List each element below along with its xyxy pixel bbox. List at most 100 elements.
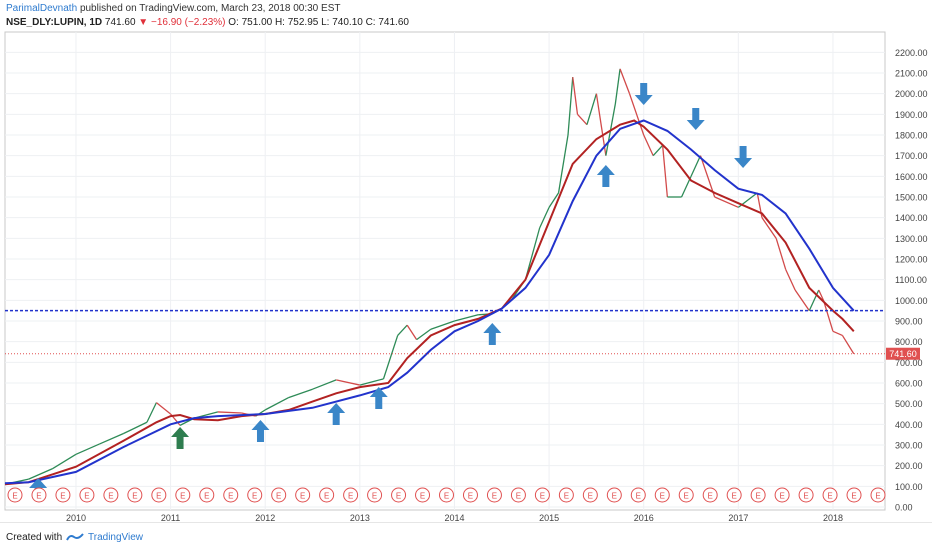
earnings-marker[interactable]: E bbox=[439, 487, 454, 503]
tradingview-link[interactable]: TradingView bbox=[88, 532, 144, 543]
price-segment bbox=[652, 144, 664, 157]
earnings-marker[interactable]: E bbox=[367, 487, 383, 503]
earnings-marker[interactable]: E bbox=[462, 487, 478, 503]
earnings-marker[interactable]: E bbox=[55, 487, 71, 503]
earnings-marker[interactable]: E bbox=[702, 487, 718, 503]
y-tick-label: 1100.00 bbox=[895, 275, 927, 285]
blue-down-arrow-icon bbox=[686, 108, 705, 130]
price-segment bbox=[155, 402, 171, 415]
y-tick-label: 400.00 bbox=[895, 420, 923, 430]
earnings-circle bbox=[798, 487, 814, 503]
earnings-marker[interactable]: E bbox=[750, 487, 766, 503]
price-segment bbox=[557, 134, 569, 193]
earnings-circle bbox=[486, 487, 502, 503]
price-segment bbox=[539, 207, 550, 229]
price-segment bbox=[690, 155, 702, 177]
earnings-marker[interactable]: E bbox=[558, 487, 574, 503]
earnings-circle bbox=[319, 487, 335, 503]
price-segment bbox=[586, 93, 598, 125]
price-segment bbox=[336, 379, 360, 386]
earnings-marker[interactable]: E bbox=[223, 487, 239, 503]
price-segment bbox=[714, 196, 739, 208]
earnings-marker[interactable]: E bbox=[127, 487, 143, 503]
earnings-marker[interactable]: E bbox=[606, 487, 622, 503]
earnings-marker[interactable]: E bbox=[870, 487, 886, 503]
earnings-marker[interactable]: E bbox=[31, 487, 47, 503]
earnings-label: E bbox=[636, 492, 641, 501]
earnings-marker[interactable]: E bbox=[678, 487, 694, 503]
blue-up-arrow-icon bbox=[596, 165, 615, 187]
earnings-marker[interactable]: E bbox=[79, 487, 95, 503]
earnings-circle bbox=[103, 487, 119, 503]
price-segment bbox=[841, 335, 855, 355]
earnings-marker[interactable]: E bbox=[486, 487, 502, 503]
price-series bbox=[4, 68, 855, 485]
x-tick-label: 2016 bbox=[634, 513, 654, 522]
earnings-marker[interactable]: E bbox=[103, 487, 119, 503]
earnings-marker[interactable]: E bbox=[774, 487, 790, 503]
earnings-marker[interactable]: E bbox=[199, 487, 215, 503]
price-segment bbox=[572, 77, 579, 115]
earnings-marker[interactable]: E bbox=[582, 487, 598, 503]
price-segment bbox=[548, 192, 560, 208]
price-segment bbox=[661, 145, 669, 198]
earnings-marker[interactable]: E bbox=[7, 487, 23, 503]
earnings-circle bbox=[726, 487, 742, 503]
earnings-label: E bbox=[180, 492, 185, 501]
earnings-marker[interactable]: E bbox=[271, 487, 287, 503]
earnings-marker[interactable]: E bbox=[510, 487, 526, 503]
ma-fast-line bbox=[4, 119, 855, 486]
price-chart[interactable]: 2200.00 2100.00 2000.00 1900.00 1800.00 1700.… bbox=[0, 0, 932, 522]
earnings-marker[interactable]: E bbox=[630, 487, 646, 503]
earnings-marker[interactable]: E bbox=[319, 487, 335, 503]
earnings-marker[interactable]: E bbox=[822, 487, 838, 503]
created-with-text: Created with bbox=[6, 532, 63, 543]
earnings-marker[interactable]: E bbox=[798, 487, 814, 503]
earnings-circle bbox=[630, 487, 646, 503]
earnings-marker[interactable]: E bbox=[654, 487, 670, 503]
green-up-arrow-icon bbox=[171, 427, 190, 449]
blue-up-arrow-icon bbox=[483, 323, 502, 345]
price-segment bbox=[146, 402, 157, 423]
y-axis: 2200.00 2100.00 2000.00 1900.00 1800.00 1700.… bbox=[895, 48, 928, 513]
price-segment bbox=[28, 468, 53, 480]
last-price-label: 741.60 bbox=[889, 349, 917, 359]
earnings-marker[interactable]: E bbox=[175, 487, 191, 503]
price-segment bbox=[619, 68, 631, 94]
earnings-circle bbox=[510, 487, 526, 503]
price-segment bbox=[567, 77, 574, 136]
earnings-marker[interactable]: E bbox=[415, 487, 431, 503]
earnings-circle bbox=[822, 487, 838, 503]
price-segment bbox=[775, 238, 787, 270]
earnings-label: E bbox=[348, 492, 353, 501]
y-tick-label: 300.00 bbox=[895, 441, 923, 451]
y-tick-label: 1900.00 bbox=[895, 110, 928, 120]
earnings-circle bbox=[199, 487, 215, 503]
earnings-marker[interactable]: E bbox=[247, 487, 263, 503]
earnings-marker[interactable]: E bbox=[343, 487, 359, 503]
blue-up-arrow-icon bbox=[327, 403, 346, 425]
price-segment bbox=[643, 134, 654, 156]
earnings-label: E bbox=[204, 492, 209, 501]
earnings-marker[interactable]: E bbox=[391, 487, 407, 503]
y-tick-label: 1300.00 bbox=[895, 234, 928, 244]
y-tick-label: 1200.00 bbox=[895, 255, 928, 265]
ohlc-values: O: 751.00 H: 752.95 L: 740.10 C: 741.60 bbox=[228, 17, 409, 28]
author-link[interactable]: ParimalDevnath bbox=[6, 3, 78, 14]
price-segment bbox=[614, 68, 621, 105]
x-tick-label: 2015 bbox=[539, 513, 559, 522]
earnings-label: E bbox=[779, 492, 784, 501]
y-tick-label: 500.00 bbox=[895, 399, 923, 409]
y-tick-label: 1800.00 bbox=[895, 131, 928, 141]
y-tick-label: 1500.00 bbox=[895, 193, 928, 203]
earnings-circle bbox=[295, 487, 311, 503]
earnings-marker[interactable]: E bbox=[295, 487, 311, 503]
earnings-marker[interactable]: E bbox=[151, 487, 167, 503]
earnings-circle bbox=[702, 487, 718, 503]
symbol-line: NSE_DLY:LUPIN, 1D 741.60 ▼ −16.90 (−2.23… bbox=[6, 17, 409, 28]
footer: Created with TradingView bbox=[0, 522, 932, 551]
earnings-marker[interactable]: E bbox=[726, 487, 742, 503]
moving-averages bbox=[4, 119, 855, 486]
earnings-marker[interactable]: E bbox=[534, 487, 550, 503]
earnings-marker[interactable]: E bbox=[846, 487, 862, 503]
